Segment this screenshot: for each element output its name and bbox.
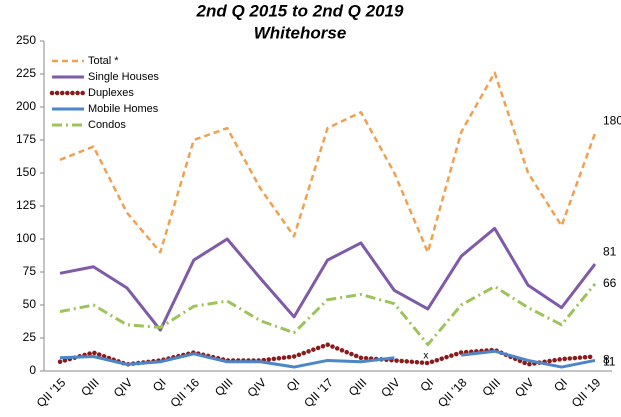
x-tick-label: QIII [479, 375, 503, 399]
x-tick-label: QII '17 [301, 375, 336, 410]
y-tick-label: 175 [16, 132, 36, 146]
end-label: 81 [603, 244, 617, 258]
y-tick-label: 150 [16, 165, 36, 179]
x-tick-label: QI [417, 375, 436, 394]
end-label: 11 [603, 355, 616, 369]
y-tick-label: 125 [16, 198, 36, 212]
legend-label: Condos [88, 119, 126, 131]
y-tick-label: 225 [16, 66, 36, 80]
x-tick-label: QI [284, 375, 303, 394]
y-tick-label: 200 [16, 99, 36, 113]
y-tick-label: 50 [23, 297, 37, 311]
series-line [59, 71, 597, 254]
end-label: 180 [603, 114, 621, 128]
x-tick-label: QIV [378, 375, 403, 400]
legend-label: Duplexes [88, 87, 134, 99]
y-tick-label: 0 [29, 363, 36, 377]
x-tick-label: QII '16 [167, 375, 202, 410]
end-label: 66 [603, 276, 617, 290]
chart-title: 2nd Q 2015 to 2nd Q 2019 [196, 1, 404, 20]
y-tick-label: 25 [23, 330, 37, 344]
y-tick-label: 250 [16, 33, 36, 47]
chart-subtitle: Whitehorse [254, 23, 347, 42]
annotation: x [423, 351, 428, 362]
x-tick-label: QIV [111, 375, 136, 400]
legend-label: Total * [88, 55, 119, 67]
x-tick-label: QIII [78, 375, 102, 399]
y-tick-label: 75 [23, 264, 37, 278]
end-label: 8 [603, 353, 610, 367]
x-tick-label: QIV [244, 375, 269, 400]
y-tick-label: 100 [16, 231, 36, 245]
x-tick-label: QII '19 [569, 375, 604, 410]
x-tick-label: QII '15 [34, 375, 69, 410]
legend-label: Mobile Homes [88, 103, 159, 115]
legend-label: Single Houses [88, 71, 159, 83]
x-tick-label: QI [551, 375, 570, 394]
x-tick-label: QII '18 [435, 375, 470, 410]
x-tick-label: QIV [512, 375, 537, 400]
series-line [59, 226, 597, 332]
x-tick-label: QIII [346, 375, 370, 399]
x-tick-label: QIII [212, 375, 236, 399]
x-tick-label: QI [150, 375, 169, 394]
series-line [59, 349, 596, 369]
series-line [59, 282, 597, 347]
